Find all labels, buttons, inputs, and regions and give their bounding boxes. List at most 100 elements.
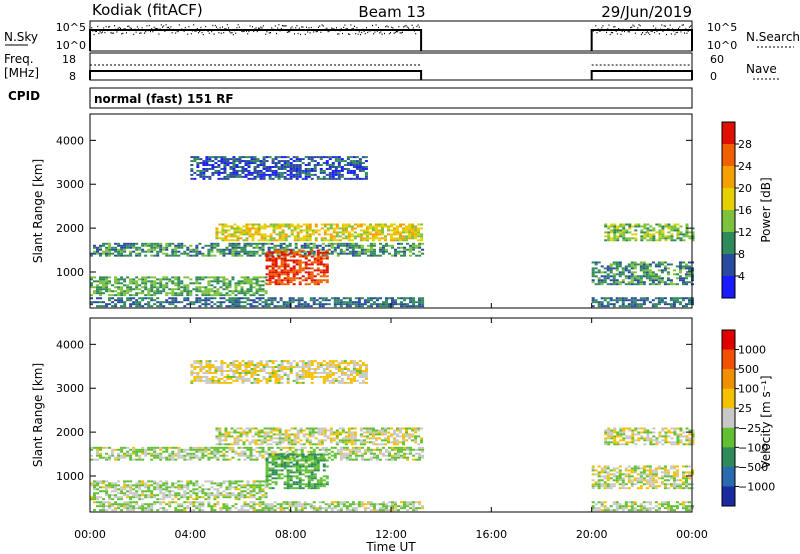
power-cell [111,290,115,293]
power-cell [150,282,154,285]
power-cell [663,281,667,284]
power-cell [357,301,361,304]
velocity-cell [411,427,415,430]
noise-search-dot [126,32,127,34]
noise-search-dot [638,24,640,26]
noise-search-dot [237,24,239,26]
colorbar-swatch [722,232,735,255]
power-cell [306,303,310,306]
power-cell [640,235,644,238]
velocity-cell [135,458,139,461]
power-cell [180,252,184,255]
velocity-cell [394,456,398,459]
noise-search-dot [134,28,136,30]
power-cell [349,156,353,159]
power-cell [288,242,292,245]
power-cell [654,297,658,300]
velocity-cell [274,477,278,480]
velocity-cell [272,427,276,430]
power-cell [99,297,103,300]
noise-search-dot [242,30,244,33]
power-cell [337,175,341,178]
power-cell [615,273,619,276]
noise-search-dot [219,27,221,29]
power-cell [687,275,691,278]
power-cell [207,280,211,283]
power-cell [622,235,626,238]
velocity-cell [414,439,418,442]
power-cell [315,244,319,247]
power-cell [657,279,661,282]
power-cell [316,257,320,260]
power-cell [339,305,343,308]
power-cell [225,282,229,285]
noise-search-dot [404,25,406,27]
power-cell [621,305,625,308]
velocity-cell [266,443,270,446]
power-cell [210,246,214,249]
noise-search-dot [374,31,376,33]
power-cell [319,171,323,174]
power-cell [615,261,619,264]
velocity-cell [271,463,275,466]
power-cell [222,301,226,304]
power-cell [639,297,643,300]
power-cell [360,250,364,253]
velocity-cell [232,362,236,365]
power-cell [414,229,418,232]
noise-search-dot [118,26,120,29]
velocity-cell [168,486,172,489]
noise-search-dot [122,32,124,35]
power-cell [274,158,278,161]
power-cell [356,225,360,228]
power-cell [630,263,634,266]
power-cell [639,265,643,268]
power-cell [289,164,293,167]
power-cell [174,246,178,249]
velocity-cell [329,431,333,434]
power-cell [300,244,304,247]
velocity-cell [299,443,303,446]
power-cell [268,271,272,274]
velocity-cell [132,492,136,495]
power-cell [198,250,202,253]
power-cell [316,281,320,284]
velocity-cell [280,457,284,460]
noise-search-dot [346,27,348,30]
velocity-cell [329,439,333,442]
power-cell [292,156,296,159]
noise-search-dot [105,25,107,28]
power-cell [417,227,421,230]
power-cell [666,279,670,282]
power-cell [684,305,688,308]
velocity-cell [274,465,278,468]
power-cell [262,162,266,165]
power-cell [105,248,109,251]
power-cell [249,305,253,308]
velocity-cell [307,463,311,466]
velocity-cell [274,453,278,456]
power-cell [280,269,284,272]
velocity-cell [205,371,209,374]
power-cell [280,171,284,174]
power-cell [186,276,190,279]
noise-search-dot [334,29,336,32]
power-cell [297,250,301,253]
power-cell [271,255,275,258]
power-cell [217,156,221,159]
velocity-cell [196,375,200,378]
velocity-cell [333,454,337,457]
power-cell [189,292,193,295]
velocity-cell [199,375,203,378]
velocity-cell [287,429,291,432]
power-cell [226,164,230,167]
velocity-cell [299,431,303,434]
velocity-cell [207,488,211,491]
velocity-cell [233,431,237,434]
noise-search-dot [417,24,419,26]
power-cell [318,252,322,255]
power-cell [295,177,299,180]
power-cell [117,254,121,257]
velocity-cell [289,485,293,488]
power-cell [120,286,124,289]
